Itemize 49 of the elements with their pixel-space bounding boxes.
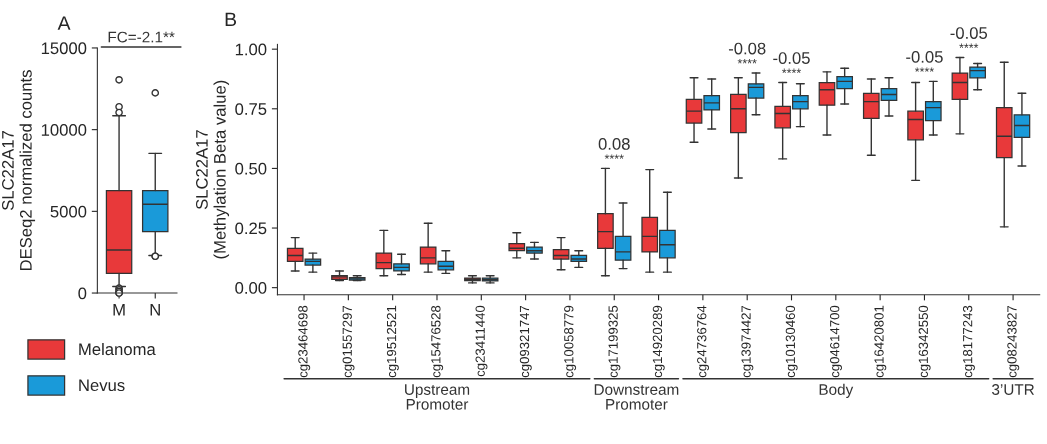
annotation: -0.05 bbox=[773, 52, 810, 64]
y-tick-label: 0.50 bbox=[235, 162, 267, 175]
annotation: -0.08 bbox=[728, 42, 766, 55]
x-tick-label: cg17199325 bbox=[608, 305, 621, 378]
y-tick-label: 0 bbox=[78, 287, 87, 300]
x-tick-label: cg23464698 bbox=[298, 305, 311, 378]
y-tick-label: 1.00 bbox=[235, 43, 267, 56]
y-tick-label: 0.25 bbox=[235, 222, 267, 235]
text: FC=-2.1** bbox=[108, 31, 175, 43]
chart-title: A bbox=[57, 16, 71, 30]
text: Upstream Promoter bbox=[405, 384, 470, 410]
y-tick-label: 15000 bbox=[41, 42, 87, 55]
x-tick-label: cg13974427 bbox=[741, 305, 754, 378]
x-tick-label: cg15476528 bbox=[431, 305, 444, 378]
legend-label: Melanoma bbox=[79, 342, 156, 356]
text: Body bbox=[819, 383, 854, 398]
x-tick-label: cg10058779 bbox=[564, 305, 577, 378]
annotation: **** bbox=[737, 59, 757, 64]
y-tick-label: 5000 bbox=[50, 205, 87, 218]
y-axis-title: SLC22A17 (Methylation Beta value) bbox=[196, 80, 230, 259]
y-axis-title: SLC22A17 DESeq2 normalized counts bbox=[2, 70, 36, 271]
x-tick-label: cg01557297 bbox=[342, 305, 355, 378]
x-tick-label: cg18177243 bbox=[962, 305, 975, 378]
chart-title: B bbox=[225, 12, 237, 27]
annotation: **** bbox=[781, 68, 802, 73]
x-tick-label: cg23411440 bbox=[475, 305, 488, 377]
annotation: **** bbox=[914, 67, 934, 72]
x-tick-label: cg16342550 bbox=[918, 305, 931, 378]
annotation: -0.05 bbox=[906, 50, 943, 63]
x-tick-label: cg19512521 bbox=[386, 305, 399, 378]
x-tick-label: M bbox=[113, 304, 125, 316]
x-tick-label: cg08243827 bbox=[1007, 305, 1020, 378]
annotation: -0.05 bbox=[950, 27, 988, 39]
x-tick-label: cg16420801 bbox=[874, 305, 887, 378]
annotation: **** bbox=[959, 43, 979, 48]
text: 3’UTR bbox=[992, 384, 1035, 395]
legend-label: Nevus bbox=[79, 379, 125, 392]
x-tick-label: cg09321747 bbox=[519, 305, 532, 378]
y-tick-label: 0.00 bbox=[235, 282, 267, 294]
x-tick-label: N bbox=[150, 304, 160, 316]
y-tick-label: 0.75 bbox=[235, 103, 267, 115]
y-tick-label: 10000 bbox=[41, 124, 87, 136]
annotation: **** bbox=[604, 154, 624, 159]
x-tick-label: cg14920289 bbox=[652, 305, 665, 378]
text: Downstream Promoter bbox=[594, 384, 679, 410]
x-tick-label: cg10130460 bbox=[785, 305, 798, 378]
x-tick-label: cg24736764 bbox=[697, 305, 710, 378]
annotation: 0.08 bbox=[598, 138, 630, 150]
x-tick-label: cg04614700 bbox=[830, 305, 842, 378]
